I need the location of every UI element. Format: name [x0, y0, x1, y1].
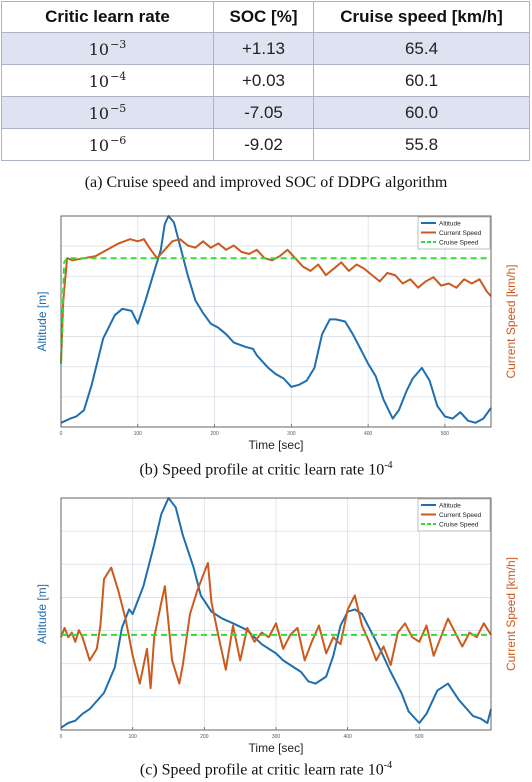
table-header-row: Critic learn rate SOC [%] Cruise speed [… [1, 1, 530, 33]
x-tick-label: 200 [210, 431, 219, 437]
legend-label: Current Speed [439, 230, 482, 237]
x-tick-label: 300 [272, 734, 281, 740]
x-tick-label: 100 [128, 734, 137, 740]
series-cruise-speed [60, 257, 491, 364]
x-tick-label: 400 [364, 431, 373, 437]
x-tick-label: 100 [134, 431, 143, 437]
y-axis-label-right: Current Speed [km/h] [504, 557, 518, 671]
cell-rate: 10−5 [1, 96, 214, 129]
col-header-rate: Critic learn rate [1, 1, 214, 33]
col-header-soc: SOC [%] [213, 1, 314, 33]
x-tick-label: 300 [287, 431, 296, 437]
cell-rate: 10−4 [1, 64, 214, 97]
series-altitude [60, 497, 492, 729]
x-tick-label: 500 [415, 734, 424, 740]
caption-c: (c) Speed profile at critic learn rate 1… [139, 760, 393, 779]
cell-rate: 10−3 [1, 32, 214, 65]
x-axis-label: Time [sec] [249, 438, 304, 452]
cell-soc: +0.03 [213, 64, 314, 97]
chart-b: 0 100 200 300 400 500 Altitude Current Speed Cru… [35, 215, 518, 452]
x-tick-label: 400 [343, 734, 352, 740]
legend-label: Cruise Speed [439, 240, 479, 247]
results-table: Critic learn rate SOC [%] Cruise speed [… [1, 1, 530, 161]
caption-a: (a) Cruise speed and improved SOC of DDP… [84, 174, 448, 191]
plot-frame [60, 215, 492, 428]
chart-c: 0 100 200 300 400 500 Altitude Current Speed Cru… [35, 497, 518, 755]
cell-speed: 65.4 [313, 32, 530, 65]
series-current-speed [60, 238, 492, 364]
cell-speed: 60.1 [313, 64, 530, 97]
caption-b: (b) Speed profile at critic learn rate 1… [139, 460, 393, 479]
legend-label: Cruise Speed [439, 522, 479, 529]
col-header-speed: Cruise speed [km/h] [313, 1, 530, 33]
series-altitude [60, 215, 492, 424]
x-tick-label: 200 [200, 734, 209, 740]
plot-area [61, 216, 491, 427]
legend-label: Altitude [439, 503, 461, 510]
cell-soc: -7.05 [213, 96, 314, 129]
table-row: 10−5 -7.05 60.0 [1, 96, 530, 129]
x-tick-label: 500 [441, 431, 450, 437]
cell-soc: +1.13 [213, 32, 314, 65]
plot-frame [60, 497, 492, 731]
cell-soc: -9.02 [213, 128, 314, 161]
cell-speed: 60.0 [313, 96, 530, 129]
x-tick-label: 0 [60, 431, 63, 437]
table-row: 10−3 +1.13 65.4 [1, 32, 530, 65]
cell-rate: 10−6 [1, 128, 214, 161]
x-axis-label: Time [sec] [249, 741, 304, 755]
legend-label: Altitude [439, 221, 461, 228]
table-row: 10−6 -9.02 55.8 [1, 128, 530, 161]
y-axis-label-left: Altitude [m] [35, 584, 49, 644]
legend-label: Current Speed [439, 512, 482, 519]
cell-speed: 55.8 [313, 128, 530, 161]
y-axis-label-left: Altitude [m] [35, 291, 49, 351]
table-row: 10−4 +0.03 60.1 [1, 64, 530, 97]
x-tick-label: 0 [60, 734, 63, 740]
y-axis-label-right: Current Speed [km/h] [504, 264, 518, 378]
